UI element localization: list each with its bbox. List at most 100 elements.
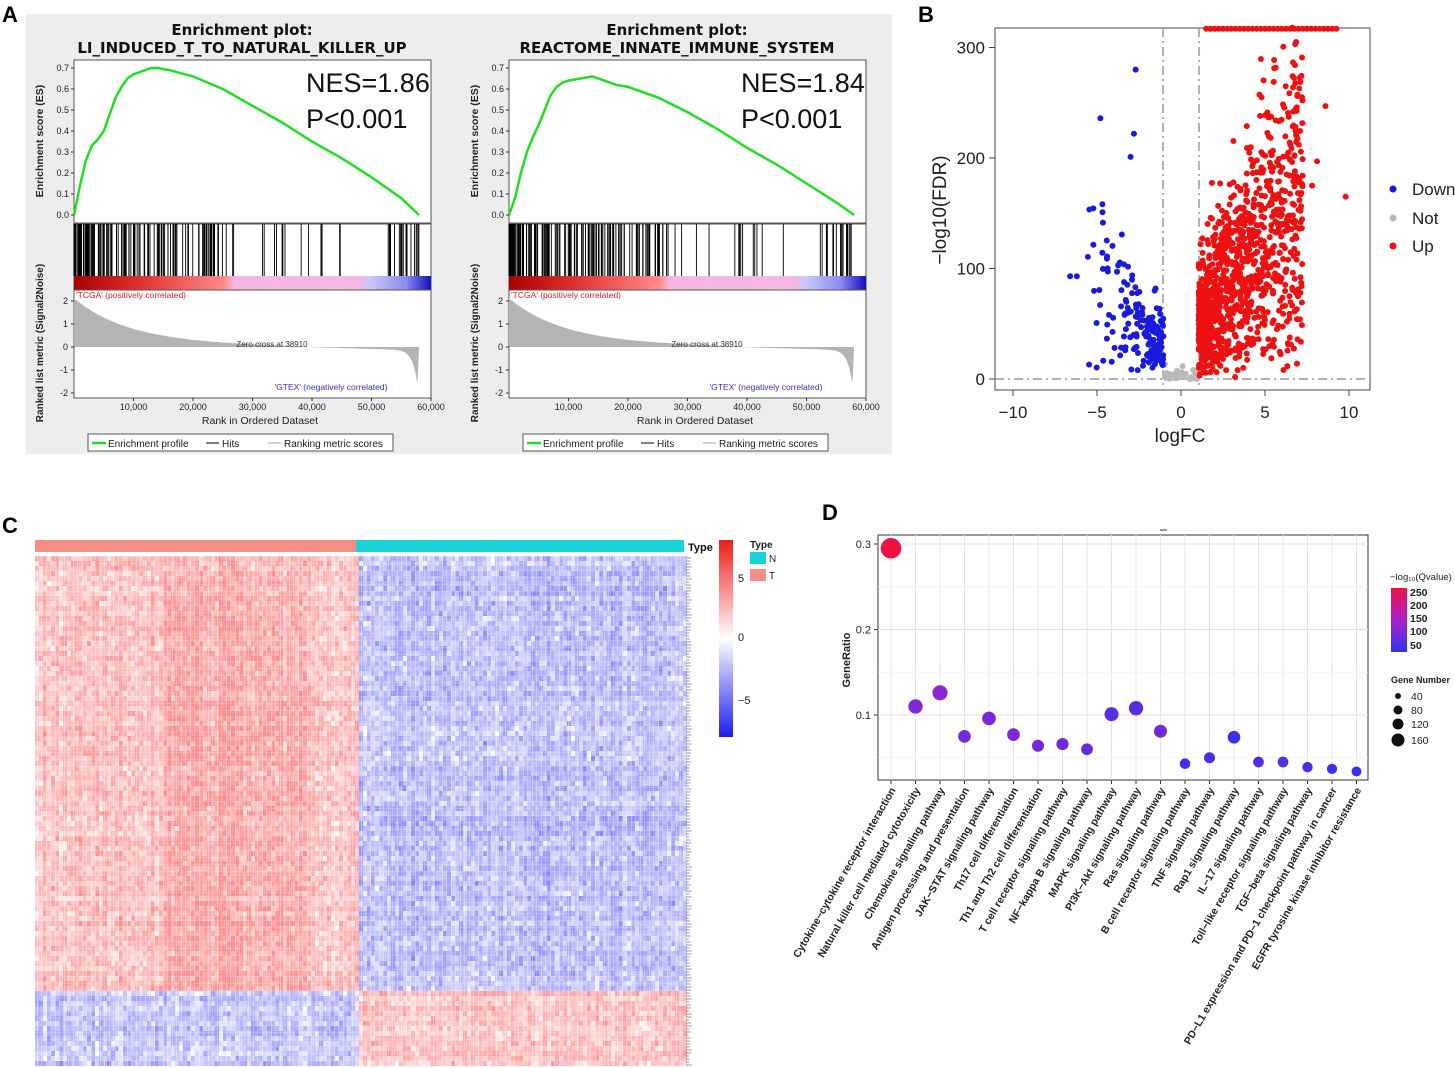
gsea-title-line2: REACTOME_INNATE_IMMUNE_SYSTEM	[520, 39, 835, 57]
volcano-point-up	[1220, 328, 1227, 335]
volcano-point-up	[1267, 134, 1274, 141]
x-tick-label: 10,000	[555, 402, 583, 412]
volcano-point-down	[1159, 322, 1166, 329]
volcano-point-up	[1252, 258, 1259, 265]
volcano-point-up	[1233, 306, 1240, 313]
volcano-point-down	[1159, 353, 1166, 360]
volcano-point-down	[1103, 255, 1110, 262]
volcano-point-up	[1278, 199, 1285, 206]
volcano-point-up	[1256, 91, 1263, 98]
volcano-point-down	[1099, 209, 1106, 216]
volcano-point-up	[1228, 247, 1235, 254]
negative-label: 'GTEX' (negatively correlated)	[710, 382, 823, 392]
volcano-point-up	[1264, 265, 1271, 272]
volcano-point-up	[1289, 200, 1296, 207]
volcano-point-down	[1118, 231, 1125, 238]
volcano-point-up	[1298, 322, 1305, 329]
gsea-title-line1: Enrichment plot:	[171, 21, 312, 39]
volcano-point-up	[1281, 221, 1288, 228]
hit-lines	[73, 224, 420, 276]
volcano-point-up	[1268, 152, 1275, 159]
volcano-y-tick-label: 100	[957, 260, 985, 279]
volcano-point-up	[1298, 54, 1305, 61]
volcano-point-down	[1067, 273, 1074, 280]
volcano-point-up	[1271, 56, 1278, 63]
x-tick-label: 20,000	[179, 402, 207, 412]
volcano-point-up	[1197, 370, 1204, 377]
volcano-point-down	[1145, 359, 1152, 366]
volcano-point-down	[1132, 284, 1139, 291]
volcano-point-up	[1275, 229, 1282, 236]
volcano-point-down	[1149, 314, 1156, 321]
volcano-point-up	[1215, 327, 1222, 334]
volcano-point-up	[1244, 356, 1251, 363]
volcano-point-up	[1272, 64, 1279, 71]
volcano-point-up	[1210, 285, 1217, 292]
x-tick-label: 30,000	[674, 402, 702, 412]
volcano-point-up	[1284, 340, 1291, 347]
volcano-point-down	[1090, 205, 1097, 212]
volcano-point-up	[1200, 261, 1207, 268]
volcano-point-up	[1249, 163, 1256, 170]
volcano-point-down	[1127, 308, 1134, 315]
volcano-point-up	[1228, 258, 1235, 265]
gsea-plot-right: Enrichment plot:REACTOME_INNATE_IMMUNE_S…	[469, 21, 880, 452]
volcano-point-up	[1276, 307, 1283, 314]
metric-ylabel: Ranked list metric (Signal2Noise)	[470, 264, 481, 422]
volcano-point-up	[1218, 207, 1225, 214]
volcano-point-up	[1342, 193, 1349, 200]
volcano-point-up	[1227, 219, 1234, 226]
volcano-point-up	[1217, 319, 1224, 326]
volcano-point-up	[1283, 171, 1290, 178]
volcano-point-up	[1234, 183, 1241, 190]
es-tick-label: 0.0	[56, 210, 69, 220]
volcano-point-down	[1109, 328, 1116, 335]
volcano-point-up	[1254, 248, 1261, 255]
volcano-point-down	[1157, 310, 1164, 317]
volcano-point-up	[1257, 112, 1264, 119]
volcano-point-down	[1122, 297, 1129, 304]
volcano-point-up	[1247, 219, 1254, 226]
volcano-point-up	[1195, 312, 1202, 319]
volcano-ylabel: −log10(FDR)	[930, 155, 951, 264]
volcano-point-up	[1294, 336, 1301, 343]
volcano-point-up	[1253, 190, 1260, 197]
volcano-point-up	[1256, 305, 1263, 312]
volcano-point-up	[1253, 222, 1260, 229]
volcano-point-up	[1275, 155, 1282, 162]
volcano-point-up	[1280, 43, 1287, 50]
es-frame	[73, 59, 432, 224]
volcano-point-down	[1093, 364, 1100, 371]
volcano-point-up	[1297, 127, 1304, 134]
volcano-point-up	[1283, 216, 1290, 223]
volcano-point-not	[1173, 374, 1180, 381]
volcano-point-down	[1139, 362, 1146, 369]
volcano-point-up	[1265, 336, 1272, 343]
gsea-xlabel: Rank in Ordered Dataset	[202, 415, 318, 427]
volcano-point-up	[1206, 321, 1213, 328]
volcano-point-up	[1258, 164, 1265, 171]
volcano-point-down	[1151, 287, 1158, 294]
volcano-point-up	[1232, 373, 1239, 380]
volcano-point-up	[1291, 183, 1298, 190]
volcano-point-up	[1296, 225, 1303, 232]
metric-tick-label: -1	[60, 365, 68, 375]
volcano-point-up	[1229, 324, 1236, 331]
volcano-point-up	[1223, 321, 1230, 328]
volcano-point-up	[1282, 268, 1289, 275]
volcano-point-up	[1257, 56, 1264, 63]
volcano-point-up	[1257, 278, 1264, 285]
volcano-point-up	[1280, 242, 1287, 249]
es-tick-label: 0.6	[56, 84, 69, 94]
x-tick-label: 50,000	[793, 402, 821, 412]
volcano-point-up	[1296, 85, 1303, 92]
volcano-points	[1067, 24, 1349, 382]
volcano-point-down	[1093, 319, 1100, 326]
es-tick-label: 0.4	[491, 126, 504, 136]
volcano-point-up	[1299, 261, 1306, 268]
volcano-point-down	[1138, 310, 1145, 317]
volcano-point-up	[1260, 346, 1267, 353]
volcano-point-up	[1243, 350, 1250, 357]
volcano-point-down	[1130, 331, 1137, 338]
